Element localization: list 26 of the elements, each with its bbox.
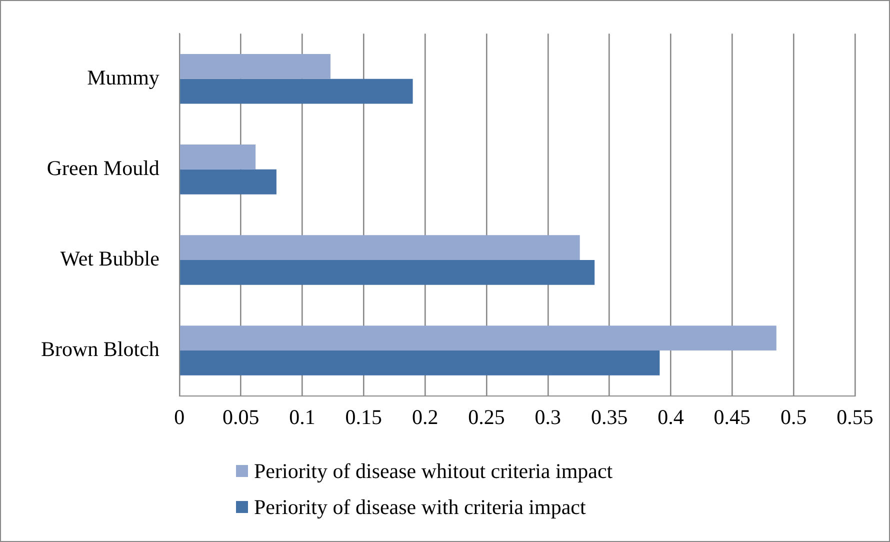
x-tick-label: 0.35: [590, 404, 628, 429]
legend-label: Periority of disease with criteria impact: [254, 494, 586, 520]
x-tick-label: 0.45: [714, 404, 751, 429]
bar: [180, 78, 413, 104]
x-tick-label: 0.2: [412, 404, 438, 429]
y-tick-label: Green Mould: [46, 156, 160, 180]
bar: [180, 235, 580, 260]
x-tick-label: 0.05: [222, 404, 260, 429]
bar: [180, 54, 330, 79]
x-tick-label: 0.3: [534, 404, 562, 429]
x-tick-label: 0.55: [836, 404, 874, 429]
bar: [180, 326, 776, 351]
x-tick-label: 0.4: [658, 404, 684, 429]
x-tick-label: 0.15: [345, 404, 382, 429]
bar: [180, 260, 595, 285]
x-tick-label: 0.1: [289, 404, 316, 429]
y-tick-label: Mummy: [87, 65, 160, 90]
y-tick-label: Wet Bubble: [60, 246, 160, 270]
bar: [180, 169, 276, 194]
x-tick-label: 0.5: [780, 404, 807, 429]
legend-label: Periority of disease whitout criteria impact: [254, 458, 613, 484]
x-tick-label: 0.25: [468, 404, 505, 429]
y-tick-label: Brown Blotch: [40, 337, 160, 362]
x-tick-label: 0: [174, 404, 185, 429]
bar: [180, 350, 660, 376]
bar: [180, 144, 256, 170]
